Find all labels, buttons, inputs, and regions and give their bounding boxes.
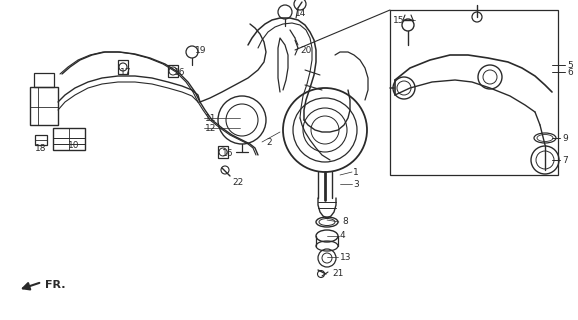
Text: 3: 3 [353,180,359,188]
Text: 9: 9 [562,133,568,142]
Bar [218,146,228,158]
Text: 6: 6 [567,68,573,76]
Text: 7: 7 [562,156,568,164]
Text: 20: 20 [300,45,312,54]
Text: 16: 16 [174,68,186,76]
Text: 4: 4 [340,231,346,241]
Text: 21: 21 [332,269,343,278]
Text: FR.: FR. [45,280,65,290]
Text: 19: 19 [195,45,206,54]
Text: 5: 5 [567,60,573,69]
Text: 2: 2 [266,138,272,147]
Bar [34,73,54,87]
Bar [30,87,58,125]
Bar [35,135,47,145]
Bar [168,65,178,77]
Text: 13: 13 [340,252,351,261]
Text: 11: 11 [205,114,217,123]
Bar [390,10,558,175]
Bar [53,128,85,150]
Text: 16: 16 [222,148,234,157]
Text: 14: 14 [295,9,306,18]
Text: 8: 8 [342,218,348,227]
Text: 15: 15 [393,15,405,25]
Text: 22: 22 [232,178,243,187]
Text: 10: 10 [68,140,80,149]
Text: 18: 18 [35,143,46,153]
Text: 12: 12 [205,124,216,132]
Text: 17: 17 [120,68,132,76]
Bar [118,60,128,74]
Text: 1: 1 [353,167,359,177]
